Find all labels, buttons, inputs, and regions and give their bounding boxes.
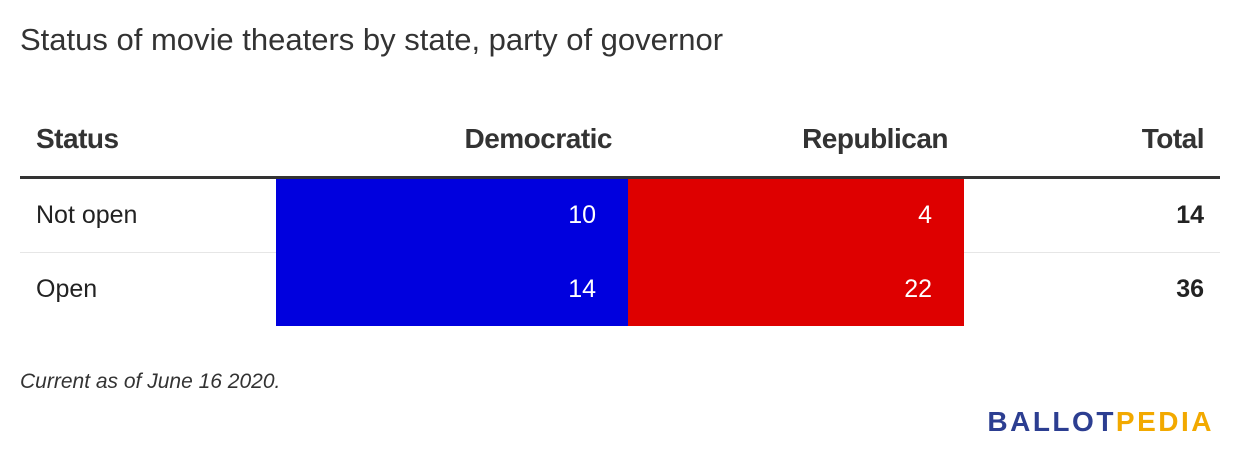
footnote: Current as of June 16 2020. (20, 370, 281, 393)
logo-part-ballot: BALLOT (987, 406, 1116, 437)
header-status: Status (20, 102, 276, 179)
header-democratic: Democratic (276, 102, 628, 179)
ballotpedia-logo: BALLOTPEDIA (987, 406, 1214, 438)
total-cell: 14 (964, 177, 1220, 253)
table-row: Open 14 22 36 (20, 252, 1220, 326)
status-cell: Not open (20, 177, 276, 253)
logo-part-pedia: PEDIA (1115, 406, 1214, 437)
democratic-cell: 10 (276, 177, 628, 253)
header-republican: Republican (628, 102, 964, 179)
republican-cell: 22 (628, 252, 964, 326)
data-table: Status Democratic Republican Total Not o… (20, 102, 1220, 326)
total-cell: 36 (1176, 275, 1204, 303)
republican-cell: 4 (628, 177, 964, 253)
header-total: Total (964, 102, 1220, 179)
status-cell: Open (36, 275, 98, 303)
democratic-cell: 14 (276, 252, 628, 326)
chart-title: Status of movie theaters by state, party… (20, 22, 724, 57)
table-row: Not open 10 4 14 (20, 177, 1220, 253)
header-row: Status Democratic Republican Total (20, 102, 1220, 179)
